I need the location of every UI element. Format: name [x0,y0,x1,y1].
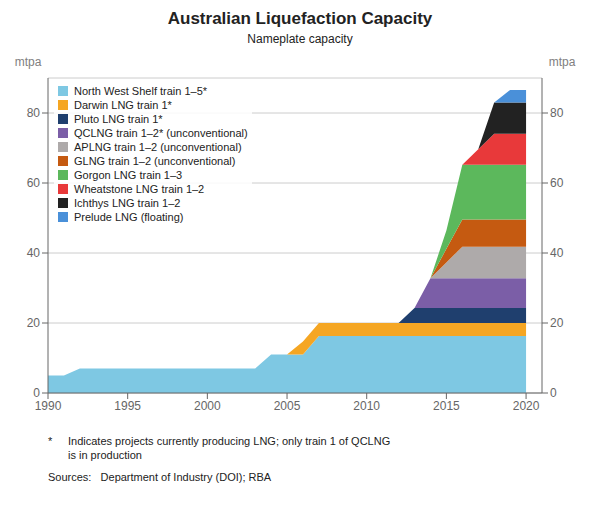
html-text:GLNG train 1–2 (unconventional: GLNG train 1–2 (unconventional) [74,155,236,167]
svg-text:1995: 1995 [114,399,141,413]
html-text:Sources: Department of Industr: Sources: Department of Industry (DOI); R… [48,471,272,483]
svg-text:40: 40 [550,246,564,260]
svg-text:mtpa: mtpa [15,55,42,69]
svg-text:0: 0 [33,386,40,400]
svg-text:20: 20 [550,316,564,330]
svg-text:2020: 2020 [513,399,540,413]
svg-text:2015: 2015 [433,399,460,413]
svg-text:60: 60 [27,176,41,190]
html-text:North West Shelf train 1–5*: North West Shelf train 1–5* [74,85,208,97]
html-text:Australian Liquefaction Capaci: Australian Liquefaction Capacity [167,9,433,28]
svg-text:0: 0 [550,386,557,400]
svg-text:2000: 2000 [194,399,221,413]
html-text:Pluto LNG train 1*: Pluto LNG train 1* [74,113,163,125]
svg-text:80: 80 [550,106,564,120]
svg-text:2010: 2010 [353,399,380,413]
html-text:Nameplate capacity: Nameplate capacity [247,32,353,46]
svg-text:2005: 2005 [274,399,301,413]
html-text:Wheatstone LNG train 1–2: Wheatstone LNG train 1–2 [74,183,205,195]
html-text:Gorgon LNG train 1–3: Gorgon LNG train 1–3 [74,169,183,181]
html-text:Prelude LNG (floating): Prelude LNG (floating) [74,211,184,223]
svg-text:20: 20 [27,316,41,330]
html-text:Ichthys LNG train 1–2: Ichthys LNG train 1–2 [74,197,181,209]
svg-text:mtpa: mtpa [549,55,576,69]
svg-text:40: 40 [27,246,41,260]
html-text:Darwin LNG train 1*: Darwin LNG train 1* [74,99,172,111]
svg-text:1990: 1990 [35,399,62,413]
svg-text:80: 80 [27,106,41,120]
html-text:QCLNG train 1–2* (unconvention: QCLNG train 1–2* (unconventional) [74,127,248,139]
html-text:Indicates projects currently p: Indicates projects currently producing L… [68,435,391,461]
svg-text:60: 60 [550,176,564,190]
html-text:APLNG train 1–2 (unconventiona: APLNG train 1–2 (unconventional) [74,141,242,153]
